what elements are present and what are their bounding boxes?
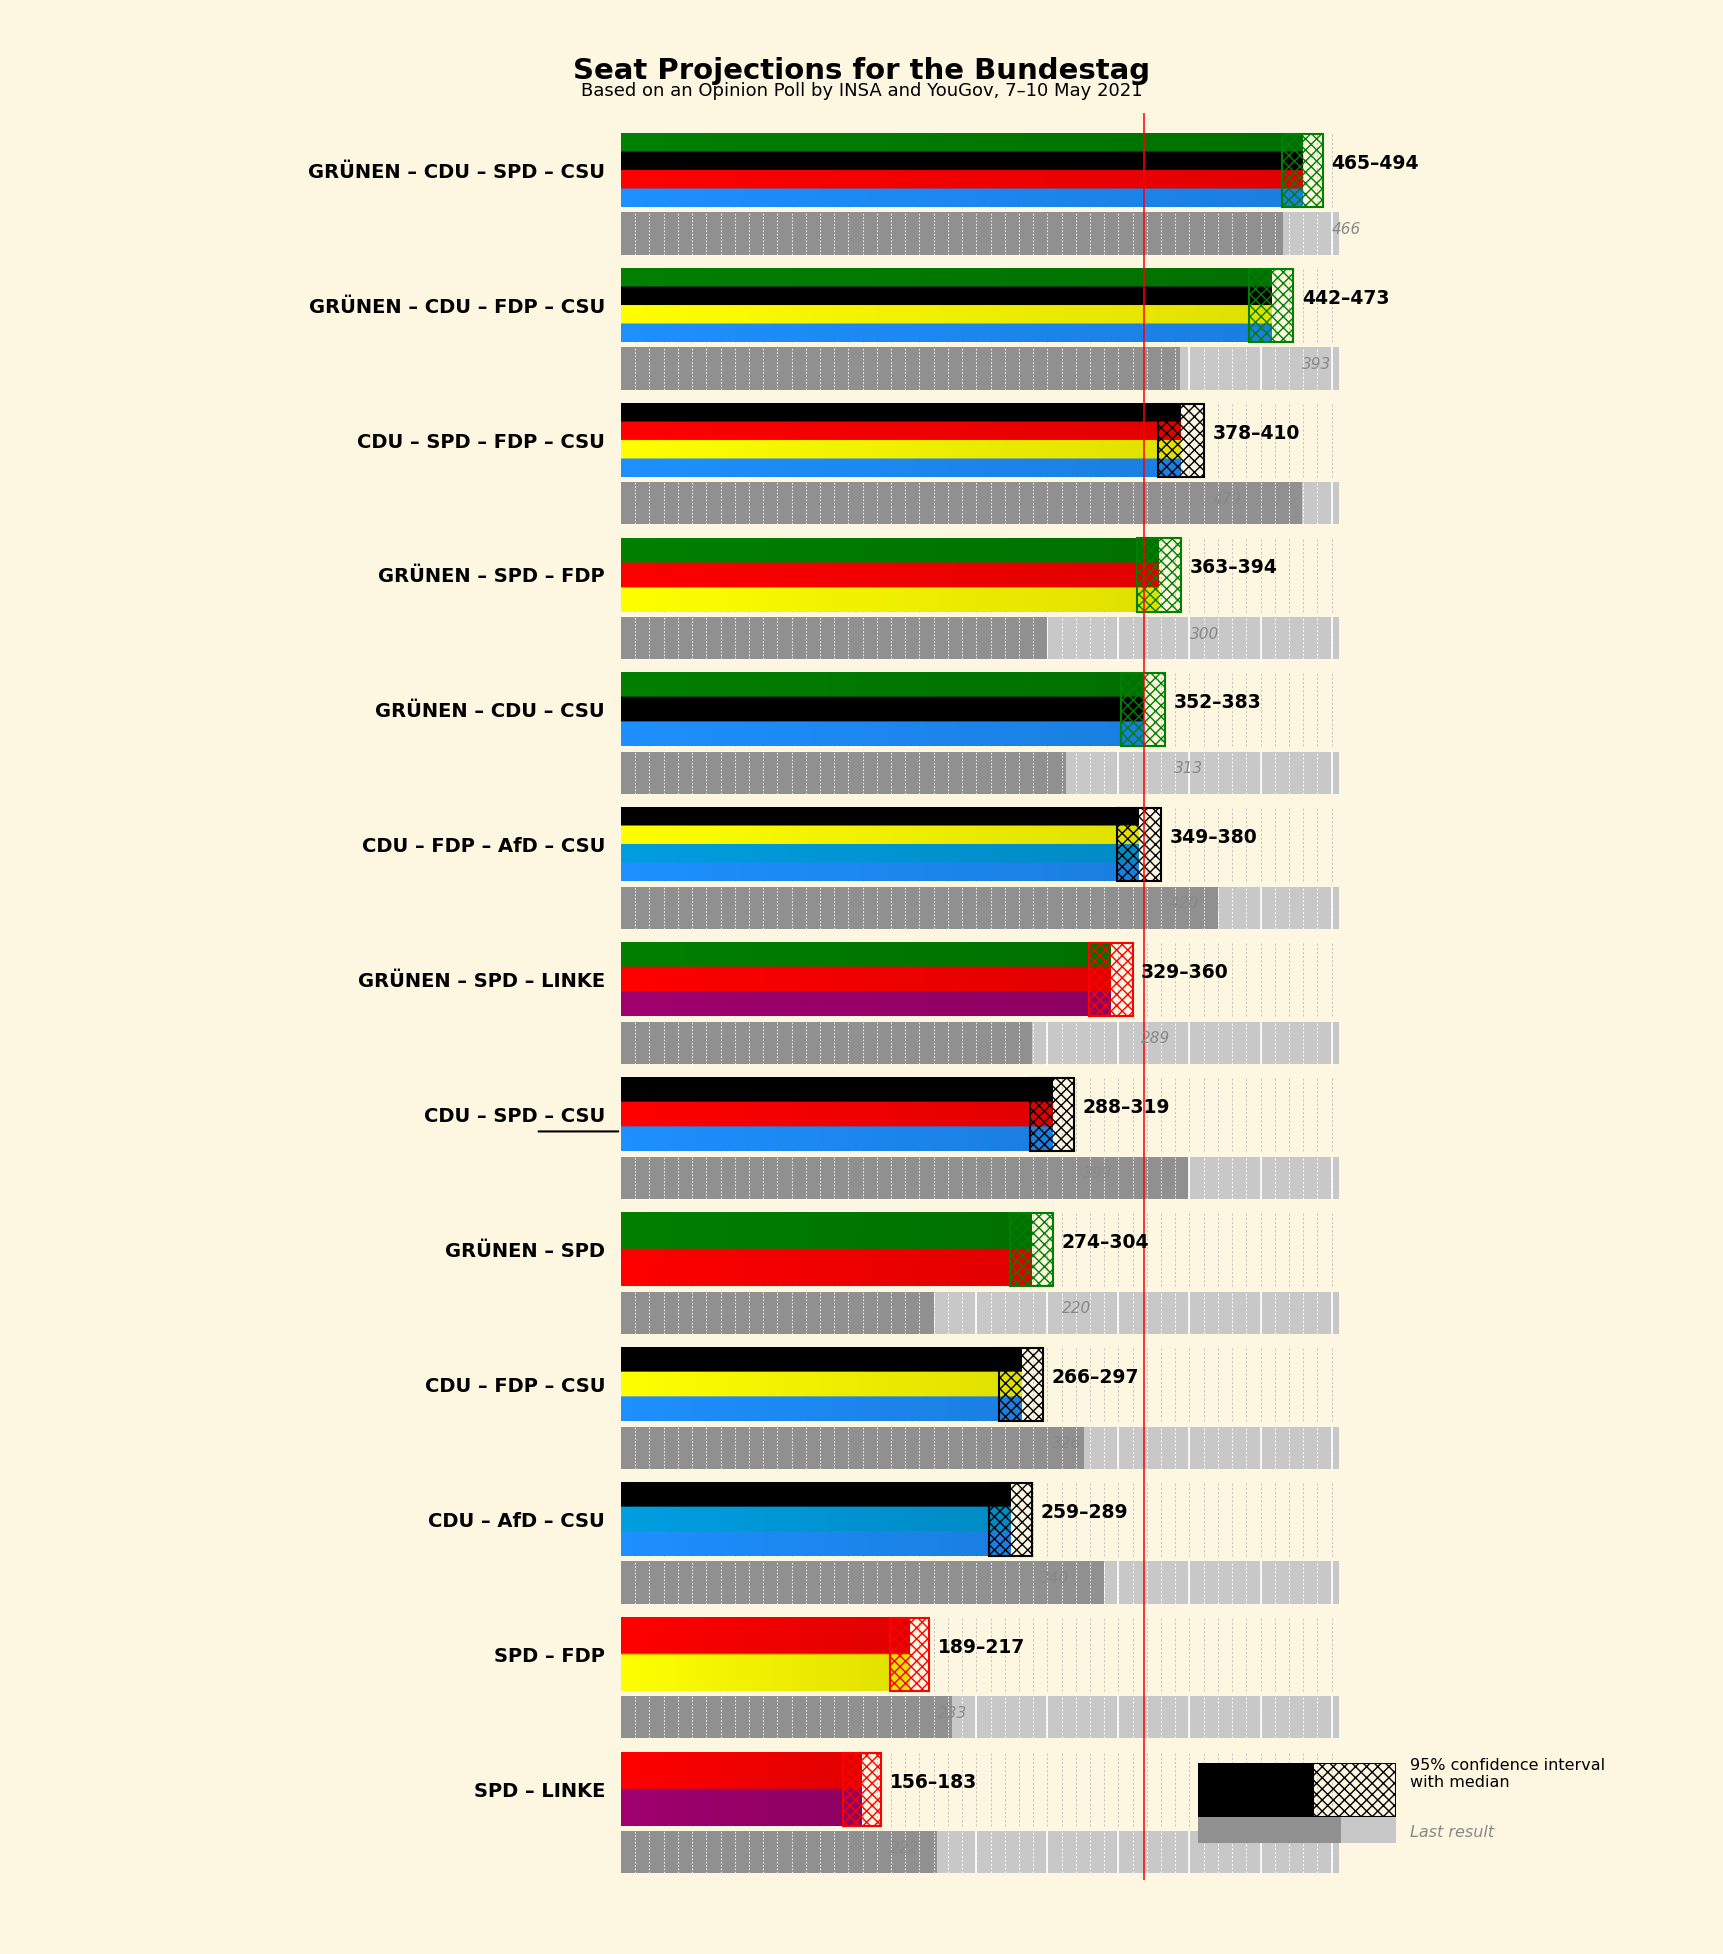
Text: 156–183: 156–183 <box>889 1772 977 1792</box>
Bar <box>1282 133 1322 207</box>
Bar <box>1249 268 1292 342</box>
Bar <box>889 1618 929 1690</box>
Bar <box>999 1348 1042 1421</box>
Bar <box>620 752 1339 793</box>
Bar <box>620 1696 1339 1739</box>
Bar <box>620 348 1179 389</box>
Bar <box>620 1292 1339 1335</box>
Bar <box>989 1483 1030 1555</box>
Bar <box>1282 133 1322 207</box>
Text: 349–380: 349–380 <box>1168 828 1256 848</box>
Bar <box>620 404 1339 477</box>
Bar <box>1117 809 1160 881</box>
Bar <box>889 1618 929 1690</box>
Bar <box>620 887 1216 928</box>
Text: 222: 222 <box>889 1841 918 1856</box>
Bar <box>1087 944 1132 1016</box>
Bar <box>999 1348 1042 1421</box>
Bar <box>620 1561 1339 1604</box>
Text: 220: 220 <box>1061 1301 1091 1315</box>
Text: 442–473: 442–473 <box>1301 289 1389 307</box>
Bar <box>620 483 1301 524</box>
Bar <box>620 617 1339 658</box>
Bar <box>620 1022 1030 1065</box>
Bar <box>620 1831 1339 1874</box>
Bar <box>620 617 1048 658</box>
Text: 233: 233 <box>937 1706 967 1721</box>
Bar <box>620 1753 1339 1825</box>
Text: 326: 326 <box>1051 1436 1080 1452</box>
Bar <box>1120 674 1165 746</box>
Bar <box>1340 1817 1396 1843</box>
Bar <box>620 1079 1339 1151</box>
Bar <box>1010 1213 1053 1286</box>
Bar <box>989 1483 1030 1555</box>
Bar <box>620 1618 1339 1690</box>
Bar <box>620 1157 1339 1200</box>
Bar <box>620 1426 1339 1469</box>
Bar <box>620 944 1339 1016</box>
Bar <box>620 1292 934 1335</box>
Text: 189–217: 189–217 <box>937 1637 1025 1657</box>
Bar <box>620 213 1282 254</box>
Bar <box>1120 674 1165 746</box>
Bar <box>1197 1817 1340 1843</box>
Text: Last result: Last result <box>1409 1825 1494 1841</box>
Text: 95% confidence interval
with median: 95% confidence interval with median <box>1409 1759 1604 1790</box>
Text: 465–494: 465–494 <box>1330 154 1418 172</box>
Bar <box>1087 944 1132 1016</box>
Text: 313: 313 <box>1173 762 1203 776</box>
Text: 266–297: 266–297 <box>1051 1368 1139 1387</box>
Text: Seat Projections for the Bundestag: Seat Projections for the Bundestag <box>574 57 1149 84</box>
Bar <box>1030 1079 1073 1151</box>
Bar <box>1030 1079 1073 1151</box>
Bar <box>620 1213 1339 1286</box>
Bar <box>1249 268 1292 342</box>
Bar <box>1158 404 1203 477</box>
Bar <box>620 133 1339 207</box>
Text: 466: 466 <box>1330 223 1359 236</box>
Bar <box>843 1753 880 1825</box>
Bar <box>620 1348 1339 1421</box>
Bar <box>1117 809 1160 881</box>
Text: 289: 289 <box>1141 1032 1170 1045</box>
Bar <box>620 348 1339 389</box>
Bar <box>1135 539 1180 612</box>
Text: 259–289: 259–289 <box>1039 1503 1127 1522</box>
Text: 393: 393 <box>1301 358 1330 371</box>
Bar <box>620 1696 951 1739</box>
Bar <box>620 1831 936 1874</box>
Bar <box>843 1753 880 1825</box>
Bar <box>620 539 1339 612</box>
Bar <box>1197 1763 1313 1817</box>
Bar <box>620 1426 1084 1469</box>
Bar <box>620 213 1339 254</box>
Bar <box>1010 1213 1053 1286</box>
Text: 288–319: 288–319 <box>1082 1098 1170 1118</box>
Text: 352–383: 352–383 <box>1173 694 1261 713</box>
Bar <box>620 1561 1103 1604</box>
Bar <box>620 809 1339 881</box>
Text: 378–410: 378–410 <box>1211 424 1299 442</box>
Text: 329–360: 329–360 <box>1141 963 1228 983</box>
Text: 274–304: 274–304 <box>1061 1233 1149 1253</box>
Bar <box>620 887 1339 928</box>
Bar <box>620 1483 1339 1555</box>
Bar <box>620 1157 1187 1200</box>
Bar <box>620 268 1339 342</box>
Text: 300: 300 <box>1189 627 1218 641</box>
Text: 340: 340 <box>1039 1571 1068 1587</box>
Text: 363–394: 363–394 <box>1189 559 1277 578</box>
Bar <box>620 674 1339 746</box>
Bar <box>620 483 1339 524</box>
Bar <box>1158 404 1203 477</box>
Text: 399: 399 <box>1082 1167 1111 1180</box>
Bar <box>1135 539 1180 612</box>
Bar <box>620 752 1065 793</box>
Text: 420: 420 <box>1168 897 1197 911</box>
Bar <box>1313 1763 1396 1817</box>
Bar <box>620 1022 1339 1065</box>
Text: 479: 479 <box>1211 492 1241 506</box>
Text: Based on an Opinion Poll by INSA and YouGov, 7–10 May 2021: Based on an Opinion Poll by INSA and You… <box>581 82 1142 100</box>
